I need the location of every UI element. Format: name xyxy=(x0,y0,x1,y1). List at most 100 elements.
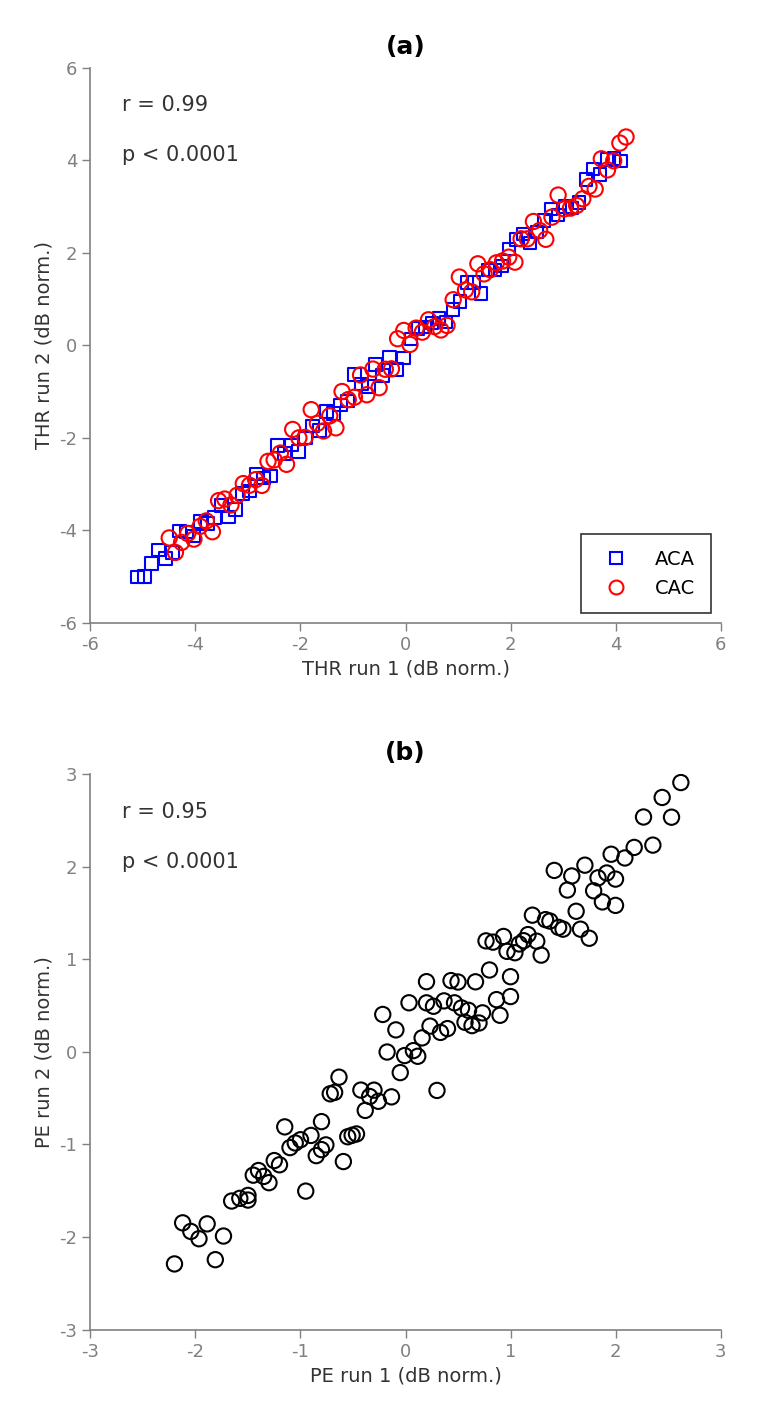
Point xyxy=(513,933,525,956)
ACA xyxy=(230,498,242,521)
Point xyxy=(431,1079,443,1102)
ACA xyxy=(195,510,207,532)
Point xyxy=(329,1081,341,1103)
CAC xyxy=(299,426,311,449)
ACA xyxy=(398,346,410,369)
CAC xyxy=(583,175,595,197)
Point xyxy=(522,923,534,946)
CAC xyxy=(509,251,521,274)
ACA xyxy=(223,506,235,528)
ACA xyxy=(517,223,529,246)
Point xyxy=(470,970,482,993)
Point xyxy=(359,1099,371,1122)
Point xyxy=(253,1159,265,1181)
Point xyxy=(540,909,552,932)
Y-axis label: PE run 2 (dB norm.): PE run 2 (dB norm.) xyxy=(35,956,54,1147)
Point xyxy=(385,1085,397,1108)
CAC xyxy=(237,473,250,496)
ACA xyxy=(377,364,389,386)
Point xyxy=(368,1079,380,1102)
CAC xyxy=(515,227,527,250)
Point xyxy=(610,895,622,917)
CAC xyxy=(601,159,613,182)
ACA xyxy=(460,271,473,294)
Y-axis label: THR run 2 (dB norm.): THR run 2 (dB norm.) xyxy=(35,241,54,449)
CAC xyxy=(330,416,342,439)
Point xyxy=(399,1044,411,1066)
Point xyxy=(476,1001,489,1024)
CAC xyxy=(527,210,540,233)
ACA xyxy=(160,547,172,569)
ACA xyxy=(250,463,263,486)
Point xyxy=(263,1172,275,1194)
Point xyxy=(552,916,565,939)
Point xyxy=(333,1066,345,1089)
Point xyxy=(463,998,475,1021)
CAC xyxy=(595,148,607,170)
CAC xyxy=(607,149,619,172)
CAC xyxy=(460,278,472,301)
Point xyxy=(424,1015,436,1038)
Point xyxy=(372,1091,384,1113)
Point xyxy=(455,997,467,1020)
Point xyxy=(177,1211,189,1234)
ACA xyxy=(433,307,445,329)
ACA xyxy=(510,229,522,251)
Point xyxy=(610,868,622,890)
CAC xyxy=(176,531,188,554)
ACA xyxy=(244,480,256,503)
Point xyxy=(209,1248,221,1271)
CAC xyxy=(336,381,348,403)
CAC xyxy=(342,388,355,410)
ACA xyxy=(320,400,333,423)
Point xyxy=(562,879,574,902)
Point xyxy=(355,1079,367,1102)
CAC xyxy=(188,528,200,551)
CAC xyxy=(206,520,218,542)
ACA xyxy=(335,393,347,416)
Point xyxy=(575,917,587,940)
ACA xyxy=(475,283,487,305)
ACA xyxy=(265,464,277,487)
Point xyxy=(448,991,460,1014)
Point xyxy=(490,988,502,1011)
ACA xyxy=(608,148,620,170)
CAC xyxy=(287,417,299,440)
Point xyxy=(289,1132,301,1154)
CAC xyxy=(454,266,466,288)
Point xyxy=(548,859,560,882)
CAC xyxy=(410,317,422,339)
Point xyxy=(565,865,578,888)
ACA xyxy=(495,254,508,277)
Point xyxy=(320,1133,332,1156)
CAC xyxy=(565,197,577,220)
Point xyxy=(505,966,517,988)
CAC xyxy=(559,197,571,220)
Point xyxy=(381,1041,393,1064)
Point xyxy=(693,753,705,775)
ACA xyxy=(503,237,515,260)
Text: r = 0.95: r = 0.95 xyxy=(122,802,208,822)
CAC xyxy=(367,358,379,381)
CAC xyxy=(503,246,515,268)
Point xyxy=(530,930,543,953)
CAC xyxy=(496,250,508,273)
ACA xyxy=(545,197,557,220)
Point xyxy=(234,1187,246,1210)
ACA xyxy=(390,358,403,381)
CAC xyxy=(262,450,274,473)
CAC xyxy=(218,487,231,510)
CAC xyxy=(552,183,564,206)
Point xyxy=(394,1061,406,1083)
ACA xyxy=(489,258,501,281)
Point xyxy=(592,866,604,889)
ACA xyxy=(594,163,606,186)
Point xyxy=(579,853,591,876)
Point xyxy=(473,1011,485,1034)
ACA xyxy=(384,346,396,369)
CAC xyxy=(392,328,404,351)
X-axis label: THR run 1 (dB norm.): THR run 1 (dB norm.) xyxy=(301,660,510,679)
Point xyxy=(315,1139,327,1162)
ACA xyxy=(552,203,564,226)
ACA xyxy=(349,364,361,386)
